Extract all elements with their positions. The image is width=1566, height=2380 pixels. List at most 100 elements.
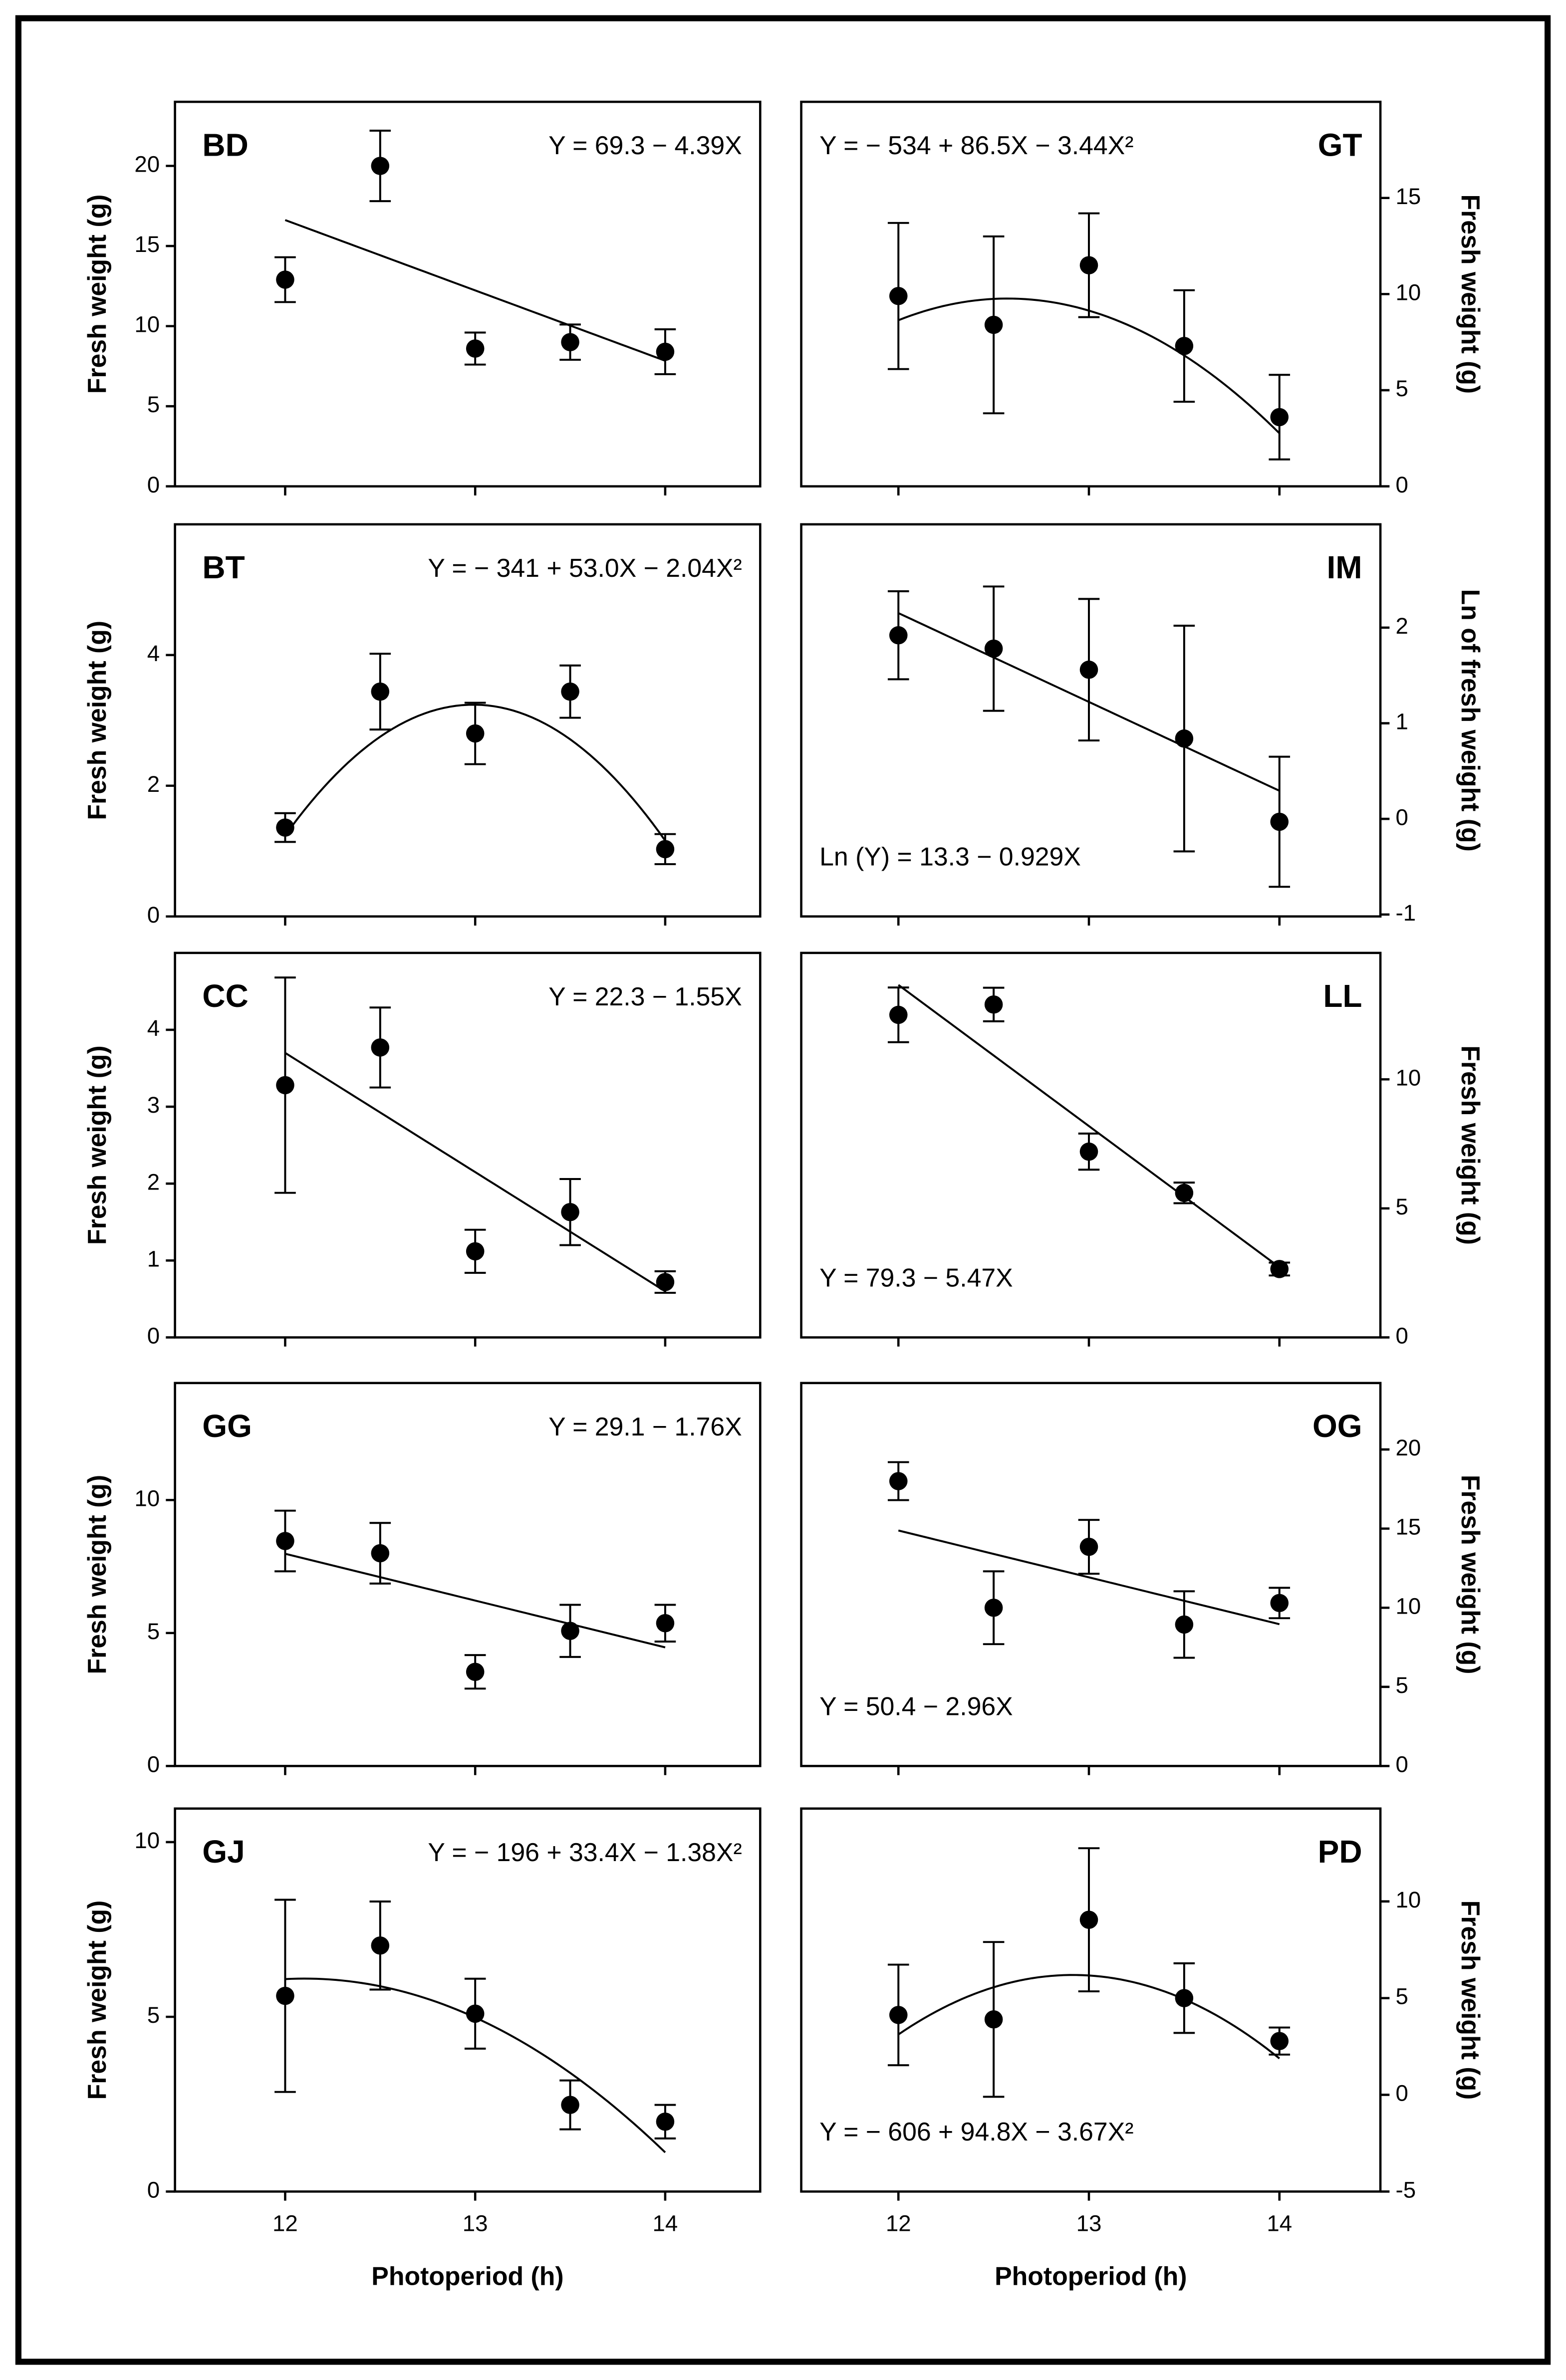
y-tick-label: 5	[147, 2002, 160, 2028]
fit-equation: Y = 79.3 − 5.47X	[819, 1263, 1013, 1292]
y-tick-label: 0	[1396, 1323, 1408, 1349]
y-axis-label: Fresh weight (g)	[82, 195, 111, 394]
data-point	[371, 1038, 390, 1057]
data-point	[656, 840, 675, 859]
y-axis-label: Fresh weight (g)	[1456, 195, 1485, 394]
y-axis-label: Fresh weight (g)	[1456, 1475, 1485, 1674]
data-point	[984, 2010, 1003, 2029]
y-tick-label: 10	[1396, 1887, 1421, 1912]
data-point	[656, 2112, 675, 2131]
plot-frame	[174, 523, 762, 918]
y-axis-label: Fresh weight (g)	[1456, 1045, 1485, 1245]
data-point	[889, 1005, 908, 1024]
data-point	[1079, 1537, 1098, 1556]
fit-equation: Y = 29.1 − 1.76X	[548, 1412, 742, 1441]
y-tick-label: 0	[147, 902, 160, 928]
y-tick-label: 15	[1396, 1514, 1421, 1540]
data-point	[561, 333, 579, 352]
data-point	[889, 2006, 908, 2024]
data-point	[276, 818, 294, 837]
panel-label: GT	[1318, 127, 1362, 163]
data-point	[656, 342, 675, 361]
data-point	[1270, 812, 1289, 831]
y-tick-label: 1	[1396, 709, 1408, 734]
y-tick-label: 5	[1396, 1672, 1408, 1698]
data-point	[1079, 660, 1098, 679]
fit-equation: Y = 69.3 − 4.39X	[548, 131, 742, 160]
x-tick-label: 13	[463, 2210, 488, 2236]
x-tick-label: 14	[653, 2210, 678, 2236]
panel-label: OG	[1312, 1408, 1362, 1444]
fit-equation: Ln (Y) = 13.3 − 0.929X	[819, 842, 1081, 871]
data-point	[1175, 1989, 1194, 2007]
data-point	[1175, 729, 1194, 748]
data-point	[656, 1614, 675, 1633]
data-point	[1175, 337, 1194, 355]
y-tick-label: 10	[1396, 1593, 1421, 1619]
data-point	[1270, 408, 1289, 427]
data-point	[466, 1663, 485, 1681]
fit-line	[898, 984, 1280, 1268]
panel-label: PD	[1318, 1834, 1362, 1870]
data-point	[1270, 1260, 1289, 1278]
data-point	[276, 1986, 294, 2005]
data-point	[561, 2096, 579, 2114]
fit-equation: Y = − 606 + 94.8X − 3.67X²	[819, 2117, 1133, 2146]
x-tick-label: 13	[1076, 2210, 1102, 2236]
y-tick-label: 20	[134, 152, 160, 177]
y-axis-label: Fresh weight (g)	[82, 621, 111, 820]
plot-frame	[800, 952, 1382, 1339]
data-point	[276, 270, 294, 289]
panel-label: GJ	[202, 1834, 245, 1870]
y-axis-label: Ln of fresh weight (g)	[1456, 589, 1485, 852]
data-point	[466, 724, 485, 743]
y-axis-label: Fresh weight (g)	[1456, 1901, 1485, 2100]
fit-equation: Y = − 534 + 86.5X − 3.44X²	[819, 131, 1133, 160]
fit-line	[284, 1052, 666, 1292]
y-tick-label: 0	[147, 472, 160, 497]
data-point	[1079, 1910, 1098, 1929]
x-tick-label: 12	[886, 2210, 911, 2236]
y-tick-label: 2	[147, 1169, 160, 1194]
data-point	[889, 286, 908, 305]
y-tick-label: 5	[1396, 1984, 1408, 2009]
data-point	[984, 995, 1003, 1014]
panel-label: LL	[1323, 978, 1362, 1014]
y-tick-label: 3	[147, 1092, 160, 1118]
panel-label: IM	[1326, 549, 1362, 585]
plot-frame	[800, 100, 1382, 487]
y-tick-label: 5	[1396, 376, 1408, 401]
y-tick-label: 10	[134, 312, 160, 337]
y-tick-label: 5	[147, 1619, 160, 1644]
y-tick-label: 10	[1396, 1065, 1421, 1090]
data-point	[561, 1622, 579, 1640]
data-point	[1270, 2032, 1289, 2050]
x-tick-label: 12	[272, 2210, 298, 2236]
plot-frame	[174, 952, 762, 1339]
y-tick-label: 20	[1396, 1435, 1421, 1460]
data-point	[466, 2004, 485, 2023]
panel-label: GG	[202, 1408, 252, 1444]
data-point	[984, 315, 1003, 334]
fit-equation: Y = − 341 + 53.0X − 2.04X²	[428, 553, 742, 582]
plot-frame	[800, 523, 1382, 918]
y-tick-label: 15	[1396, 184, 1421, 209]
fit-line	[284, 1553, 666, 1649]
fit-equation: Y = − 196 + 33.4X − 1.38X²	[428, 1838, 742, 1867]
panel-label: BT	[202, 549, 245, 585]
y-axis-label: Fresh weight (g)	[82, 1045, 111, 1245]
fit-equation: Y = 50.4 − 2.96X	[819, 1691, 1013, 1720]
fit-line	[284, 219, 666, 362]
panel-label: CC	[202, 978, 248, 1014]
y-tick-label: 5	[147, 392, 160, 417]
fit-equation: Y = 22.3 − 1.55X	[548, 982, 742, 1011]
data-point	[561, 1202, 579, 1221]
y-tick-label: 4	[147, 641, 160, 666]
y-tick-label: 0	[1396, 1751, 1408, 1777]
data-point	[889, 626, 908, 645]
data-point	[1079, 256, 1098, 274]
panel-label: BD	[202, 127, 248, 163]
data-point	[466, 1242, 485, 1261]
